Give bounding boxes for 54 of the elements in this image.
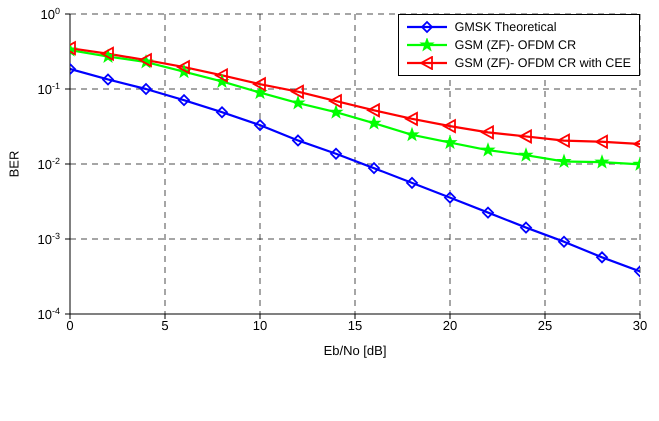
legend-label: GSM (ZF)- OFDM CR [454,38,576,52]
point [178,94,190,106]
point [595,155,609,168]
point [482,206,494,218]
point [368,162,380,174]
point [329,105,343,118]
point [519,148,533,161]
y-tick-label: 10$^{-4}$ [38,306,60,322]
point [558,236,570,248]
point [253,77,266,92]
legend-label: GMSK Theoretical [454,20,557,34]
x-tick-label: 5 [161,318,169,334]
y-tick-label: 10$^{-1}$ [38,81,60,97]
x-tick-label: 30 [632,318,648,334]
point [406,176,418,189]
point [367,103,380,118]
point [595,134,608,149]
y-tick-label: 10$^{0}$ [40,6,60,22]
point [216,106,228,118]
point [596,251,608,264]
point [253,86,267,98]
y-tick-label: 10$^{-2}$ [38,156,60,172]
point [481,125,494,140]
point [481,143,495,156]
point [102,74,114,86]
point [405,112,418,126]
point [329,94,342,108]
point [101,46,114,61]
point [254,119,266,132]
legend-label: GSM (ZF)- OFDM CR with CEE [454,56,631,70]
point [177,60,190,74]
y-axis-title: BER [6,150,22,178]
y-tick-label: 10$^{-3}$ [38,231,60,247]
x-tick-label: 20 [442,318,458,334]
x-tick-label: 10 [252,318,268,334]
point [291,84,304,99]
point [330,148,342,160]
point [291,96,305,109]
point [519,130,532,144]
point [557,134,570,148]
point [367,116,381,129]
x-tick-label: 25 [538,318,552,334]
point [140,83,152,95]
x-tick-label: 0 [66,318,74,334]
point [292,134,304,146]
point [405,128,419,141]
point [520,222,532,234]
point [215,68,228,82]
point [443,136,457,148]
point [443,119,456,134]
point [444,192,456,204]
point [557,154,571,168]
x-axis-title: Eb/No [dB] [324,343,386,358]
x-tick-label: 15 [348,318,362,334]
